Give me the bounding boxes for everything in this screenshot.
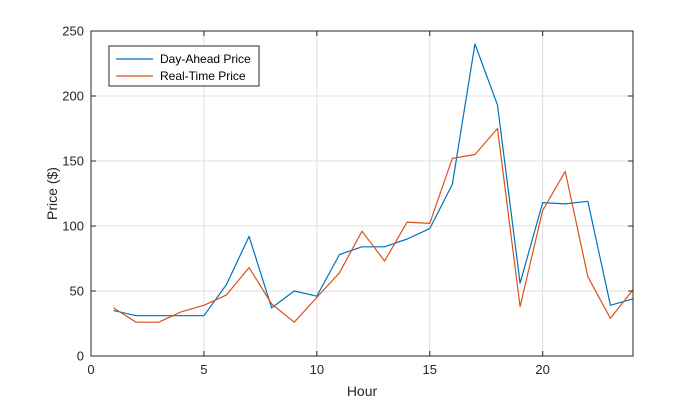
legend: Day-Ahead Price Real-Time Price	[108, 45, 260, 87]
y-tick-label: 0	[77, 349, 84, 364]
x-tick-label: 5	[200, 362, 207, 377]
y-tick-label: 200	[62, 89, 84, 104]
plot-frame	[90, 30, 634, 357]
y-tick-label: 50	[70, 284, 84, 299]
x-tick-label: 10	[310, 362, 324, 377]
legend-box	[108, 45, 260, 87]
legend-label-day-ahead: Day-Ahead Price	[160, 52, 251, 66]
legend-label-real-time: Real-Time Price	[160, 69, 246, 83]
y-tick-label: 100	[62, 219, 84, 234]
series-line-real-time	[113, 127, 634, 323]
x-axis-title: Hour	[347, 383, 378, 399]
y-axis-title: Price ($)	[44, 167, 60, 220]
x-tick-label: 0	[87, 362, 94, 377]
series-layer	[113, 43, 634, 323]
x-tick-label: 20	[535, 362, 549, 377]
x-tick-label: 15	[423, 362, 437, 377]
y-tick-label: 150	[62, 154, 84, 169]
y-tick-label: 250	[62, 24, 84, 39]
